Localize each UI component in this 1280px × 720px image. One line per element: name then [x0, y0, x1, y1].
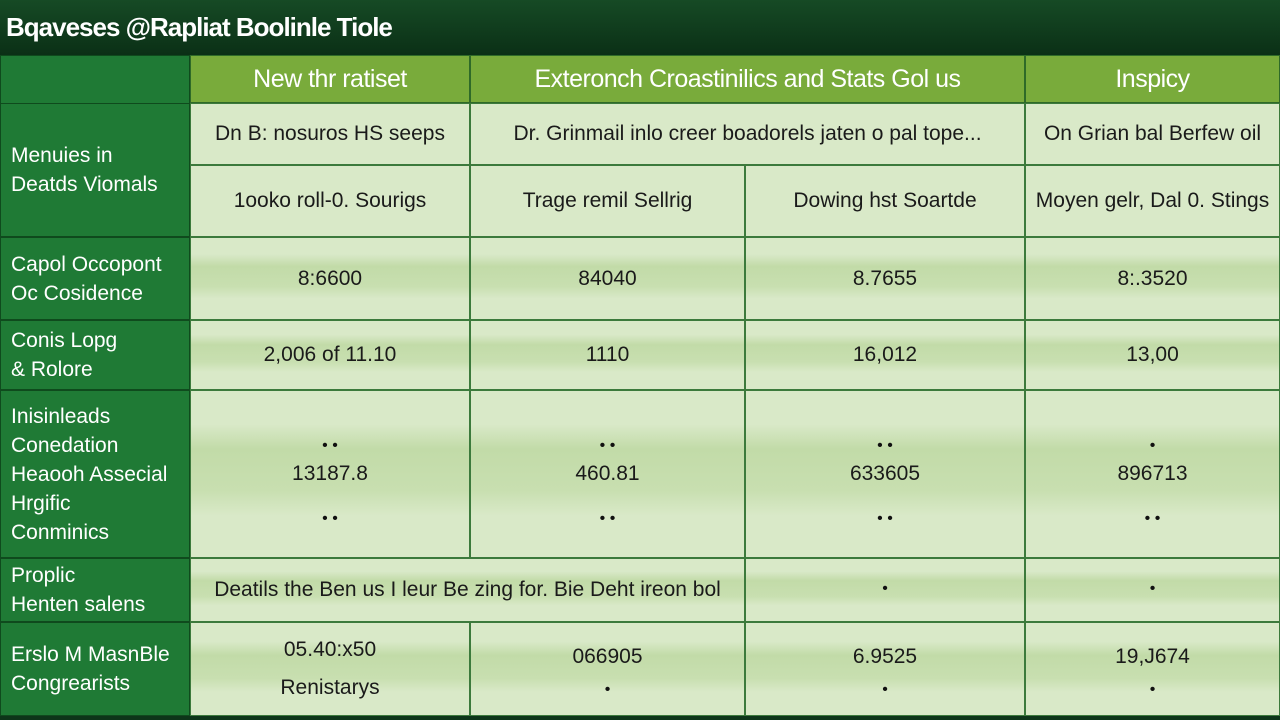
column-header: Exteronch Croastinilics and Stats Gol us: [470, 55, 1025, 103]
row-header-text: Oc Cosidence: [11, 281, 143, 305]
data-cell: 2,006 of 11.10: [190, 320, 470, 390]
data-cell: 460.81: [470, 390, 745, 558]
cell-text: 8:.3520: [1117, 266, 1188, 290]
cell-text: 13,00: [1126, 343, 1179, 366]
bullet: •: [1149, 437, 1156, 454]
bullet: •: [882, 681, 888, 698]
data-cell: 1110: [470, 320, 745, 390]
data-cell: [745, 558, 1025, 622]
subheader-cell: 1ooko roll-0. Sourigs: [190, 165, 470, 237]
header-text: Inspicy: [1115, 64, 1190, 93]
cell-text: 05.40:x50: [283, 638, 377, 661]
row-header-text: Conminics: [11, 520, 110, 544]
data-cell: 13,00: [1025, 320, 1280, 390]
cell-text: 1110: [585, 343, 630, 366]
cell-text: 1ooko roll-0. Sourigs: [233, 189, 427, 212]
row-header-text: Henten salens: [11, 593, 146, 616]
subheader-cell: On Grian bal Berfew oil: [1025, 103, 1280, 165]
cell-text: Dr. Grinmail inlo creer boadorels jaten …: [513, 122, 982, 145]
cell-text: 8:6600: [297, 266, 363, 290]
data-cell: 84040: [470, 237, 745, 320]
header-text: New thr ratiset: [253, 64, 407, 93]
row-header-text: Conis Lopg: [11, 329, 118, 352]
cell-text: Dowing hst Soartde: [793, 189, 977, 212]
bullet: • •: [599, 510, 616, 527]
bullet: •: [1149, 681, 1156, 698]
row-header: Capol Occopont Oc Cosidence: [0, 237, 190, 320]
data-cell: 05.40:x50 Renistarys: [190, 622, 470, 716]
data-cell: 6.9525: [745, 622, 1025, 716]
data-cell: 896713: [1025, 390, 1280, 558]
bullet: • •: [1144, 510, 1161, 527]
row-header-text: Heaooh Assecial: [11, 462, 168, 486]
cell-text: 896713: [1117, 462, 1188, 485]
row-header: Conis Lopg & Rolore: [0, 320, 190, 390]
cell-text: 13187.8: [292, 462, 368, 485]
subheader-cell: Moyen gelr, Dal 0. Stings: [1025, 165, 1280, 237]
row-header: Erslo M MasnBle Congrearists: [0, 622, 190, 716]
cell-text: Moyen gelr, Dal 0. Stings: [1035, 189, 1270, 212]
bullet: • •: [877, 437, 893, 454]
cell-text: 6.9525: [852, 645, 918, 668]
cell-text: 633605: [849, 462, 921, 485]
row-header: Proplic Henten salens: [0, 558, 190, 622]
row-header-text: Menuies in: [11, 144, 113, 167]
header-text: Exteronch Croastinilics and Stats Gol us: [534, 64, 961, 93]
cell-text: 84040: [578, 266, 637, 290]
row-header: Menuies in Deatds Viomals: [0, 103, 190, 237]
cell-text: Trage remil Sellrig: [522, 189, 693, 212]
cell-text: 066905: [572, 645, 643, 668]
cell-text: 19,J674: [1115, 645, 1190, 668]
row-header: Inisinleads Conedation Heaooh Assecial Hrgi…: [0, 390, 190, 558]
data-cell: 633605: [745, 390, 1025, 558]
data-cell: 8:6600: [190, 237, 470, 320]
row-header-text: Congrearists: [11, 672, 131, 695]
data-cell: Deatils the Ben us I leur Be zing for. B…: [190, 558, 745, 622]
data-cell: 19,J674: [1025, 622, 1280, 716]
subheader-cell: Dowing hst Soartde: [745, 165, 1025, 237]
subheader-cell: Dr. Grinmail inlo creer boadorels jaten …: [470, 103, 1025, 165]
row-header-text: Inisinleads: [11, 404, 111, 428]
cell-text: 8.7655: [852, 266, 918, 290]
cell-text: Deatils the Ben us I leur Be zing for. B…: [214, 578, 721, 601]
row-header-text: Erslo M MasnBle: [11, 643, 170, 666]
row-header-text: Proplic: [11, 564, 76, 587]
row-header-text: Hrgific: [11, 491, 71, 515]
cell-text: 2,006 of 11.10: [263, 343, 397, 366]
bullet: •: [1149, 580, 1156, 597]
subheader-cell: Trage remil Sellrig: [470, 165, 745, 237]
data-cell: 16,012: [745, 320, 1025, 390]
title-bar: Bqaveses @Rapliat Boolinle Tiole: [0, 0, 1280, 55]
data-cell: 8:.3520: [1025, 237, 1280, 320]
cell-text: On Grian bal Berfew oil: [1043, 122, 1262, 145]
row-header-text: & Rolore: [11, 358, 93, 381]
row-header-text: Deatds Viomals: [11, 173, 158, 196]
column-header: Inspicy: [1025, 55, 1280, 103]
bullet: •: [604, 681, 611, 698]
bullet: •: [882, 580, 888, 597]
cell-note: Renistarys: [280, 676, 380, 699]
subheader-cell: Dn B: nosuros HS seeps: [190, 103, 470, 165]
data-cell: 066905: [470, 622, 745, 716]
bullet: • •: [599, 437, 616, 454]
cell-text: 460.81: [575, 462, 640, 485]
bullet: • •: [322, 437, 338, 454]
data-cell: 13187.8: [190, 390, 470, 558]
data-cell: 8.7655: [745, 237, 1025, 320]
bullet: • •: [322, 510, 338, 527]
cell-text: 16,012: [852, 343, 918, 366]
bullet: • •: [877, 510, 893, 527]
row-header-text: Capol Occopont: [11, 252, 162, 276]
column-header: New thr ratiset: [190, 55, 470, 103]
cell-text: Dn B: nosuros HS seeps: [215, 122, 445, 145]
row-header-text: Conedation: [11, 433, 119, 457]
data-cell: [1025, 558, 1280, 622]
